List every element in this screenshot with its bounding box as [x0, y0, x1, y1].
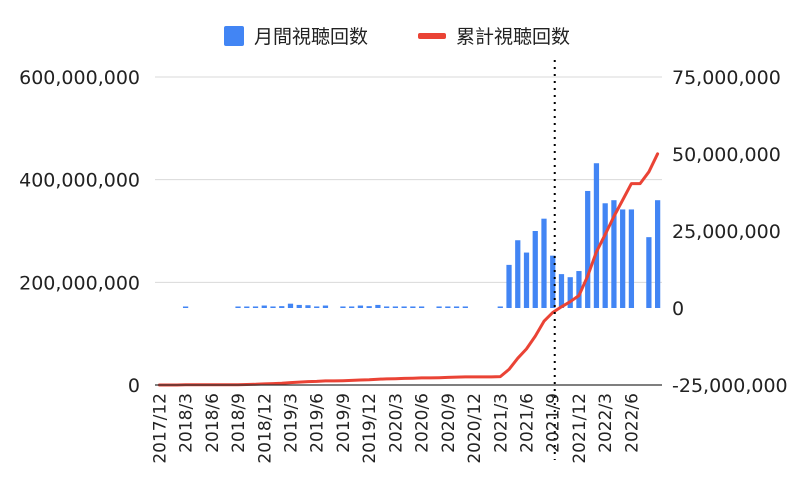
monthly-views-bar — [384, 306, 390, 308]
monthly-views-bar — [410, 306, 416, 308]
monthly-views-bar — [287, 303, 294, 308]
monthly-views-bar — [244, 306, 250, 308]
monthly-views-bar — [462, 306, 468, 308]
legend-swatch-cumulative-views — [418, 33, 446, 39]
monthly-views-bar — [611, 200, 617, 308]
x-axis-tick-label: 2018/12 — [255, 393, 275, 464]
x-axis-tick-label: 2022/6 — [622, 393, 642, 453]
x-axis-tick-label: 2020/6 — [413, 393, 433, 453]
monthly-views-bar — [322, 305, 329, 308]
left-axis-tick-label: 0 — [128, 375, 140, 397]
x-axis-tick-label: 2018/3 — [177, 393, 197, 453]
monthly-views-bar — [558, 274, 565, 308]
monthly-views-bar — [392, 306, 399, 308]
monthly-views-bar — [340, 306, 346, 308]
x-axis-tick-label: 2019/9 — [334, 393, 354, 453]
x-axis-tick-label: 2018/9 — [229, 393, 249, 453]
right-axis: -25,000,000 0 25,000,000 50,000,000 75,000,0… — [672, 67, 788, 397]
monthly-views-bar — [182, 306, 189, 308]
cumulative-views-line — [157, 152, 660, 387]
x-axis-tick-label: 2019/3 — [281, 393, 301, 453]
monthly-views-bar — [270, 306, 276, 308]
left-axis-tick-label: 200,000,000 — [19, 272, 140, 294]
monthly-views-bars — [182, 163, 661, 308]
x-axis-tick-label: 2020/3 — [386, 393, 406, 453]
legend-swatch-monthly-views — [224, 26, 244, 46]
monthly-views-bar — [541, 218, 547, 308]
x-axis-tick-label: 2020/9 — [439, 393, 459, 453]
monthly-views-bar — [506, 264, 512, 308]
monthly-views-bar — [550, 255, 556, 308]
chart-legend: 月間視聴回数 累計視聴回数 — [224, 26, 570, 48]
monthly-views-bar — [497, 306, 503, 308]
monthly-views-bar — [436, 306, 442, 308]
monthly-views-bar — [515, 240, 521, 308]
monthly-views-bar — [620, 209, 626, 308]
x-axis-tick-label: 2019/6 — [308, 393, 328, 453]
monthly-views-bar — [532, 231, 538, 308]
monthly-views-bar — [375, 304, 381, 308]
monthly-views-bar — [357, 305, 364, 308]
monthly-views-bar — [314, 306, 320, 308]
monthly-views-bar — [445, 306, 451, 308]
right-axis-tick-label: 50,000,000 — [672, 144, 781, 166]
x-axis-tick-label: 2018/6 — [203, 393, 223, 453]
x-axis-tick-label: 2019/12 — [360, 393, 380, 464]
legend-label-monthly-views: 月間視聴回数 — [254, 26, 368, 48]
monthly-views-bar — [593, 163, 600, 308]
monthly-views-bar — [523, 252, 530, 308]
monthly-views-bar — [279, 306, 285, 308]
legend-label-cumulative-views: 累計視聴回数 — [456, 26, 570, 48]
left-axis-tick-label: 400,000,000 — [19, 170, 140, 192]
monthly-views-bar — [261, 305, 267, 308]
x-axis-tick-label: 2021/3 — [491, 393, 511, 453]
monthly-views-bar — [655, 200, 661, 308]
monthly-views-bar — [628, 209, 635, 308]
monthly-views-bar — [453, 306, 460, 308]
monthly-views-bar — [602, 203, 608, 308]
left-axis-tick-label: 600,000,000 — [19, 67, 140, 89]
cumulative-views-line-group — [157, 152, 660, 387]
monthly-views-bar — [401, 306, 407, 308]
right-axis-tick-label: 75,000,000 — [672, 67, 781, 89]
monthly-views-bar — [366, 306, 372, 308]
x-axis-tick-label: 2021/9 — [544, 393, 564, 453]
monthly-views-bar — [576, 271, 582, 308]
right-axis-tick-label: 25,000,000 — [672, 221, 781, 243]
right-axis-tick-label: 0 — [672, 298, 684, 320]
x-axis: 2017/12 2018/3 2018/6 2018/9 2018/12 2019/3 20… — [150, 384, 662, 464]
x-axis-tick-label: 2020/12 — [465, 393, 485, 464]
right-axis-tick-label: -25,000,000 — [672, 375, 788, 397]
x-axis-tick-label: 2017/12 — [150, 393, 170, 464]
monthly-views-bar — [418, 306, 425, 308]
left-axis: 0 200,000,000 400,000,000 600,000,000 — [19, 67, 140, 397]
x-axis-tick-label: 2021/12 — [570, 393, 590, 464]
monthly-views-bar — [296, 304, 302, 308]
monthly-views-bar — [646, 237, 652, 308]
monthly-views-bar — [252, 306, 259, 308]
monthly-views-bar — [585, 190, 591, 308]
x-axis-tick-label: 2022/3 — [596, 393, 616, 453]
monthly-views-bar — [349, 306, 355, 308]
x-axis-tick-label: 2021/6 — [518, 393, 538, 453]
monthly-views-bar — [305, 305, 311, 308]
monthly-views-bar — [235, 306, 241, 308]
monthly-views-bar — [567, 277, 573, 308]
